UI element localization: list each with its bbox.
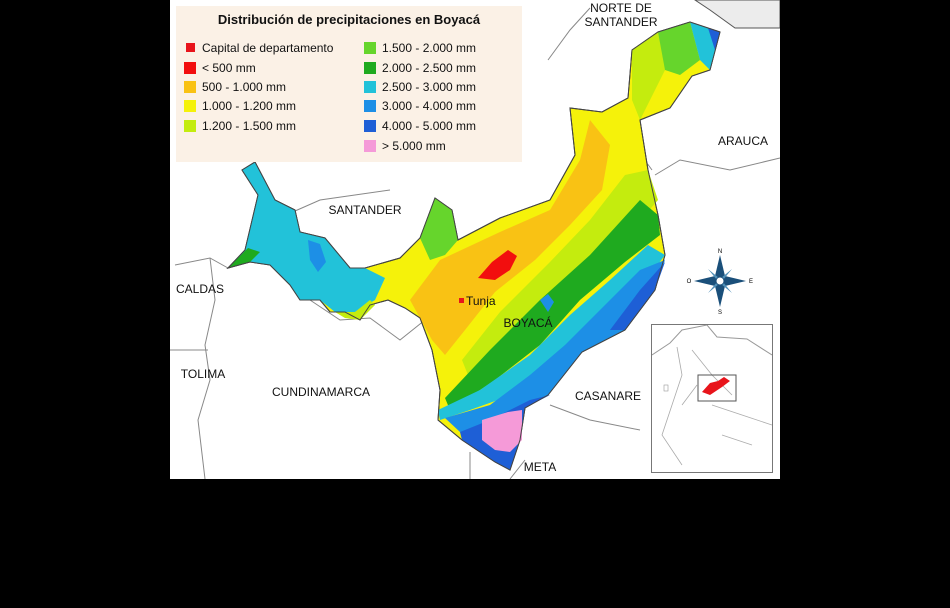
label-caldas: CALDAS: [175, 282, 225, 296]
legend-label-1000-1200: 1.000 - 1.200 mm: [202, 99, 297, 113]
zone-darkblue-east: [610, 262, 665, 330]
legend-swatch-1500-2000: [364, 42, 376, 54]
tunja-marker: [459, 298, 464, 303]
legend-label-1500-2000: 1.500 - 2.000 mm: [382, 41, 477, 55]
label-boyaca: BOYACÁ: [503, 316, 553, 330]
legend-label-2000-2500: 2.000 - 2.500 mm: [382, 61, 477, 75]
legend-swatch-lt500: [184, 62, 196, 74]
inset-locator-map: [651, 324, 773, 473]
precipitation-map: N S E O: [170, 0, 780, 479]
zone-small-blue: [540, 294, 554, 312]
legend-swatch-1200-1500: [184, 120, 196, 132]
zone-ne-green: [658, 22, 700, 75]
legend-swatch-gt5000: [364, 140, 376, 152]
label-arauca: ARAUCA: [717, 134, 768, 148]
zone-lime: [462, 170, 658, 380]
zone-cyan: [438, 245, 665, 420]
legend-swatch-500-1000: [184, 81, 196, 93]
label-norte-santander: NORTE DE SANTANDER: [584, 1, 658, 29]
label-tolima: TOLIMA: [180, 367, 226, 381]
boyaca-department: [226, 21, 721, 471]
zone-pink: [482, 410, 522, 452]
inset-svg: [651, 324, 773, 466]
legend-label-4000-5000: 4.000 - 5.000 mm: [382, 119, 477, 133]
boyaca-outline: [226, 21, 721, 471]
zone-orange: [410, 120, 610, 355]
legend-label-gt5000: > 5.000 mm: [382, 139, 446, 153]
compass-e: E: [749, 279, 753, 285]
legend-label-1200-1500: 1.200 - 1.500 mm: [202, 119, 297, 133]
legend-swatch-2000-2500: [364, 62, 376, 74]
label-cundinamarca: CUNDINAMARCA: [271, 385, 370, 399]
zone-west-cyan: [228, 162, 385, 312]
legend: Distribución de precipitaciones en Boyac…: [176, 6, 522, 162]
zone-blue: [445, 260, 665, 432]
legend-label-3000-4000: 3.000 - 4.000 mm: [382, 99, 477, 113]
label-tunja: Tunja: [466, 294, 496, 308]
zone-west-green: [228, 248, 260, 268]
legend-swatch-1000-1200: [184, 100, 196, 112]
legend-swatch-capital: [186, 43, 195, 52]
legend-label-lt500: < 500 mm: [202, 61, 256, 75]
label-meta: META: [523, 460, 557, 474]
zone-west-lime: [335, 300, 375, 320]
zone-green: [445, 200, 660, 410]
compass-n: N: [718, 249, 722, 255]
zone-west-blue: [308, 240, 326, 272]
legend-swatch-2500-3000: [364, 81, 376, 93]
zone-ne-blue: [708, 28, 720, 50]
legend-label-500-1000: 500 - 1.000 mm: [202, 80, 287, 94]
label-santander: SANTANDER: [328, 203, 402, 217]
compass-rose: N S E O: [687, 249, 753, 316]
legend-swatch-3000-4000: [364, 100, 376, 112]
legend-title: Distribución de precipitaciones en Boyac…: [217, 12, 481, 27]
zone-red: [478, 250, 517, 280]
legend-swatch-4000-5000: [364, 120, 376, 132]
legend-label-2500-3000: 2.500 - 3.000 mm: [382, 80, 477, 94]
label-casanare: CASANARE: [574, 389, 642, 403]
map-frame: N S E O Distribución de precipitaciones …: [170, 0, 780, 479]
legend-label-capital: Capital de departamento: [202, 41, 334, 55]
venezuela-area: [694, 0, 780, 29]
compass-o: O: [687, 279, 692, 285]
compass-s: S: [718, 310, 722, 316]
